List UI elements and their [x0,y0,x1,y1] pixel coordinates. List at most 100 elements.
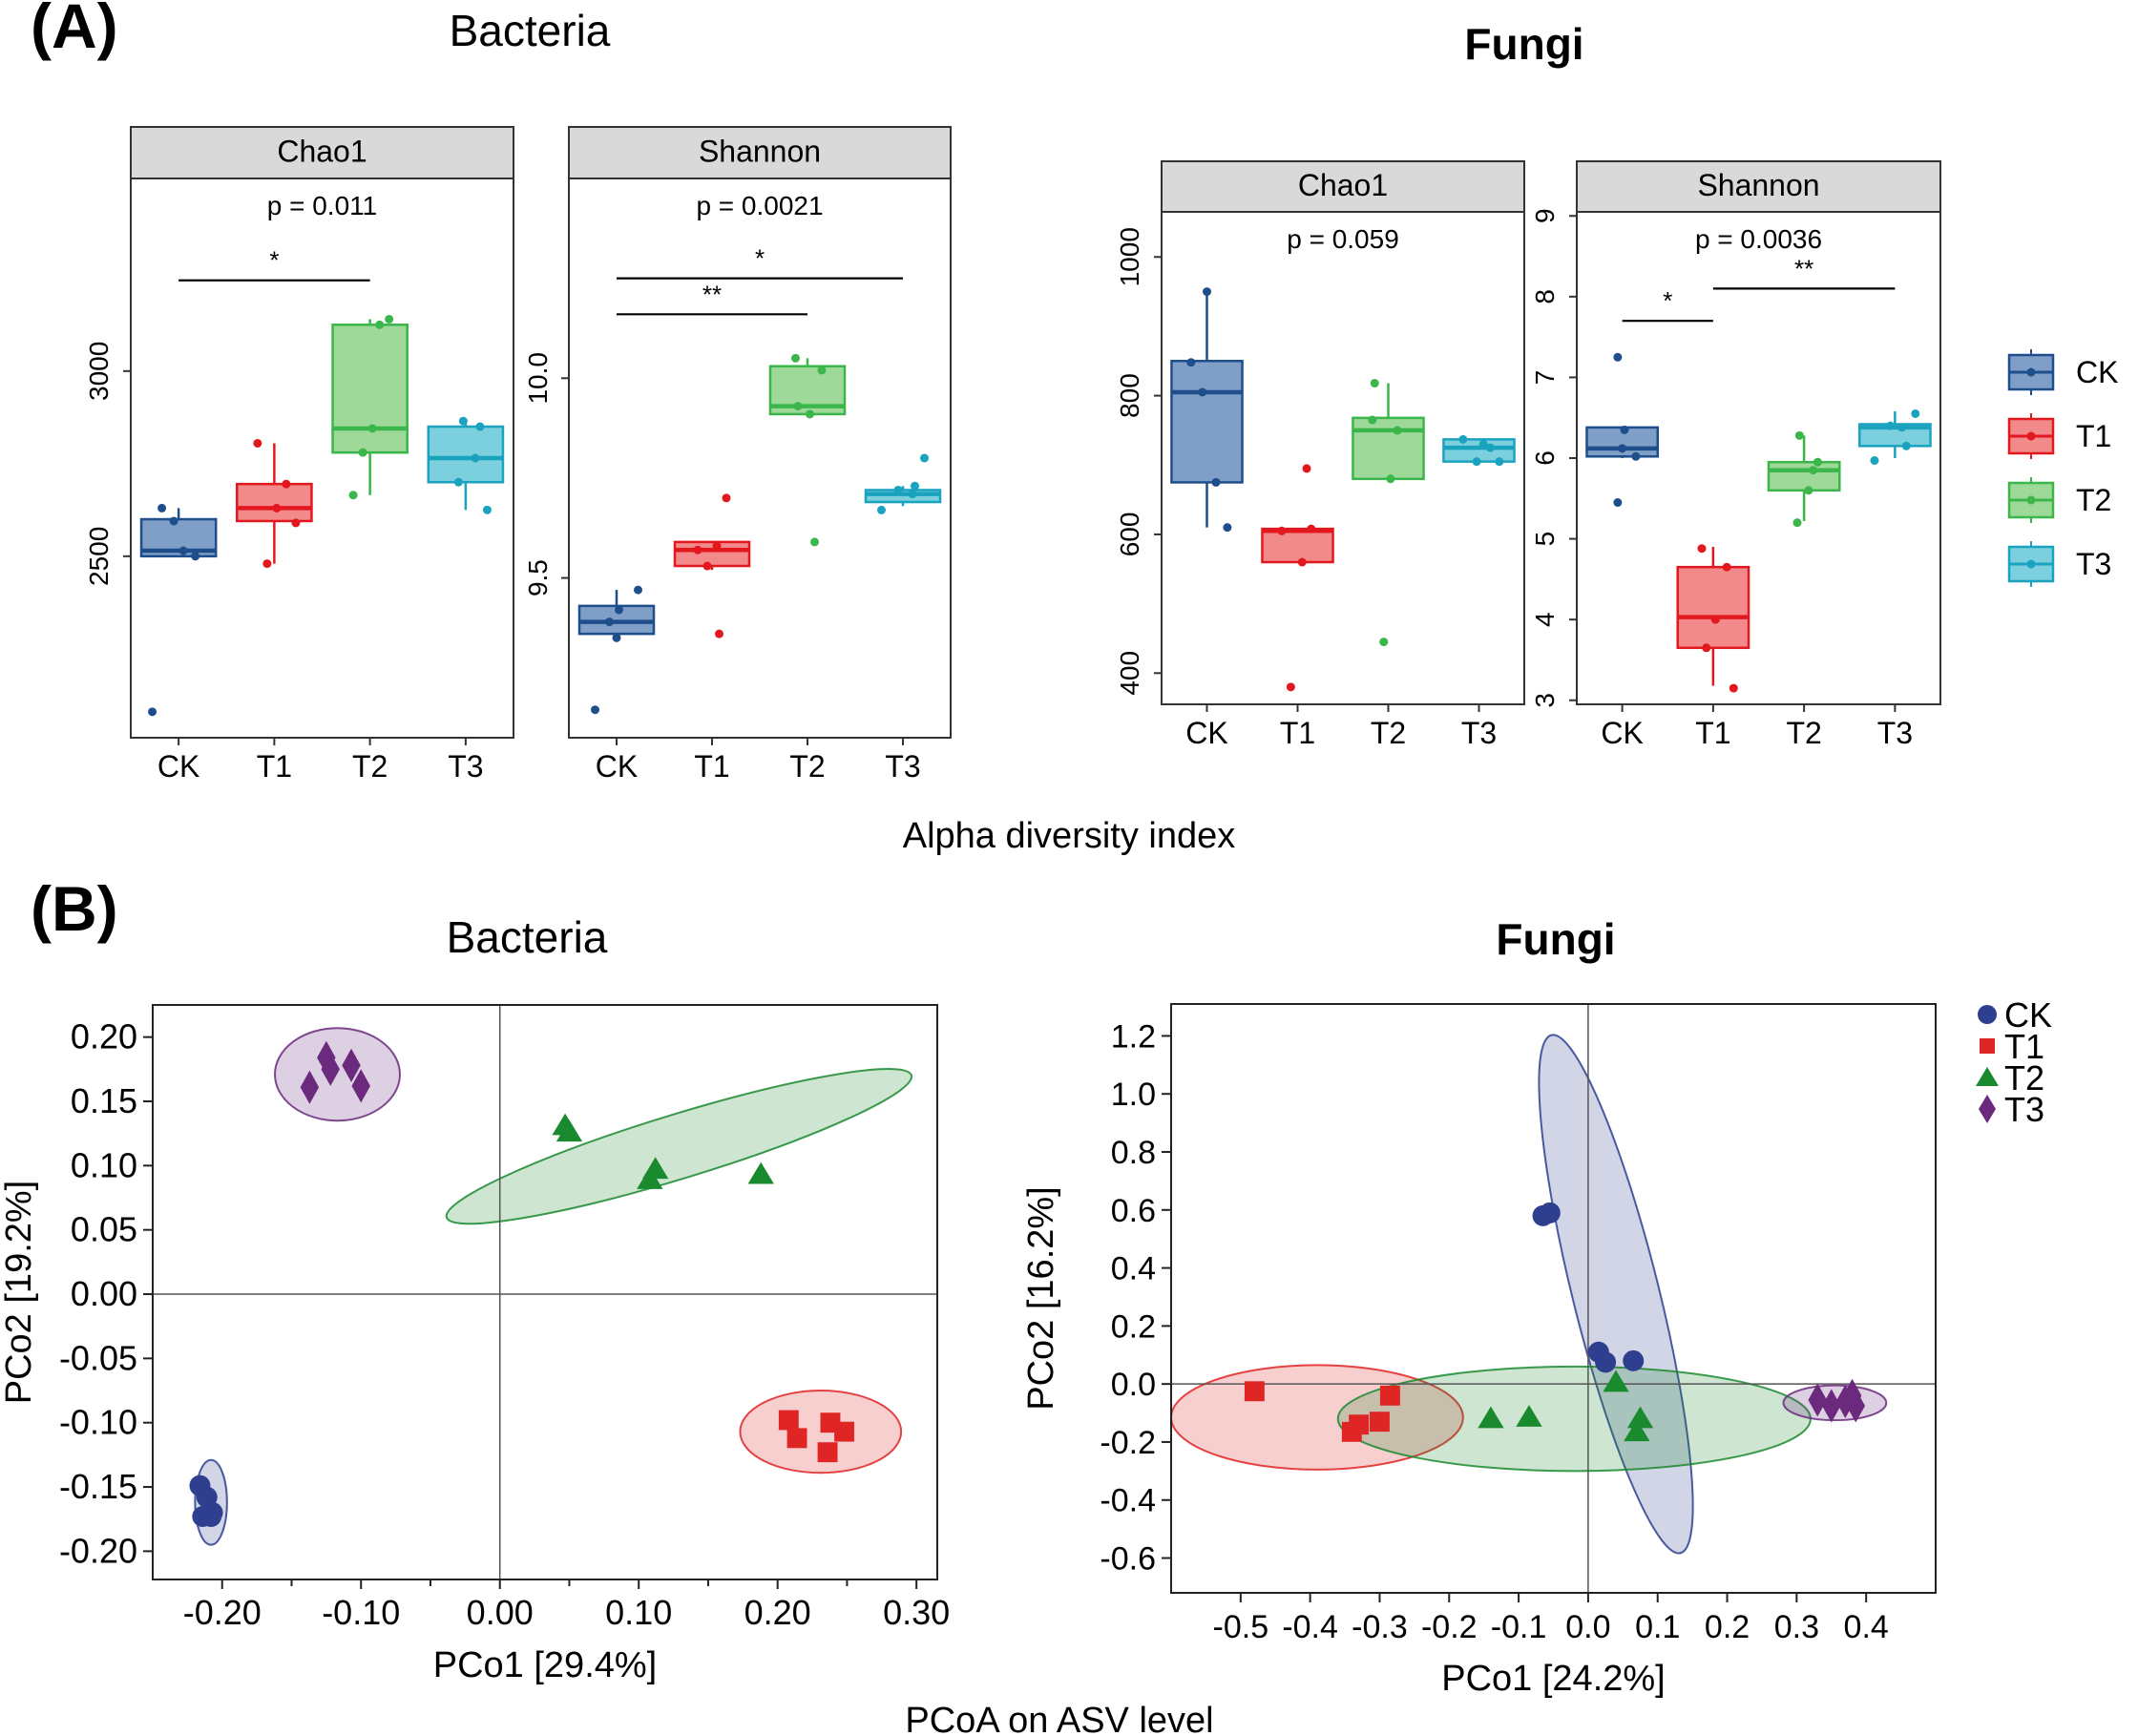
pcoa-fungi-title: Fungi [1496,914,1615,964]
y-tick-label: -0.2 [1100,1425,1156,1461]
x-tick-label: -0.4 [1282,1609,1338,1645]
pcoa-pcoa_bac: -0.20 -0.10 0.00 0.10 0.20 0.30 0.20 0.15 0.10 0.… [0,1004,950,1685]
point-T3 [911,481,919,491]
point-T1 [1349,1414,1370,1435]
legend-label-T2: T2 [2004,1058,2044,1098]
point-T1 [715,629,723,638]
y-tick-label: -0.4 [1100,1483,1156,1519]
y-tick-label: 0.2 [1111,1308,1156,1345]
point-CK [1618,444,1627,453]
point-T2 [358,448,367,457]
point-T2 [385,314,394,324]
point-T3 [475,422,485,431]
point-T3 [893,485,903,494]
ellipse-T2 [1336,1365,1812,1473]
box-T2 [1767,460,1841,492]
x-tick-label: CK [596,749,638,784]
x-tick-label: T2 [1786,716,1821,750]
x-tick-label: -0.1 [1491,1609,1547,1645]
pcoa-axis-label: PCoA on ASV level [905,1701,1213,1736]
legend-marker-T3 [1979,1095,1996,1123]
y-tick-label: 4 [1530,612,1560,627]
point-T2 [1386,474,1395,484]
point-T2 [817,366,827,375]
facet-label: Shannon [1697,168,1819,202]
legend-marker-T1 [1980,1038,1995,1054]
point-CK [148,707,157,717]
point-CK [201,1501,223,1523]
panel-frame [130,178,514,739]
point-T3 [351,1069,370,1103]
point-T3 [877,505,886,514]
y-tick-label: 400 [1115,651,1144,696]
y-tick-label: 0.00 [71,1274,137,1313]
point-T1 [253,438,262,448]
p-value: p = 0.0021 [696,191,823,220]
y-tick-label: 7 [1530,370,1560,386]
point-T1 [1302,464,1311,473]
y-tick-label: 3 [1530,693,1560,708]
point-T1 [693,545,702,554]
point-T3 [1846,1389,1866,1423]
point-T1 [1370,1412,1390,1433]
x-tick-label: -0.2 [1421,1609,1478,1645]
x-tick-label: 0.00 [467,1593,534,1632]
point-CK [1623,1349,1645,1371]
y-tick-label: 0.10 [71,1145,137,1184]
y-tick-label: -0.05 [59,1338,137,1377]
alpha-legend: CK T1 T2 T3 [2007,349,2118,587]
x-tick-label: T1 [1280,716,1315,750]
point-T2 [642,1157,669,1180]
significance-label: ** [1794,254,1813,282]
point-CK [1223,523,1232,533]
point-T3 [1870,456,1879,466]
x-tick-label: -0.20 [183,1593,262,1632]
legend-label-T3: T3 [2076,547,2111,581]
point-T2 [1370,379,1379,388]
plot-area [1171,1004,1936,1593]
significance-label: * [269,246,279,275]
point-T3 [482,505,492,514]
x-tick-label: T3 [1461,716,1497,750]
plot-frame [152,1004,938,1580]
x-tick-label: -0.5 [1213,1609,1269,1645]
significance-label: * [1663,286,1672,315]
point-T3 [453,477,463,487]
point-T1 [1286,682,1295,692]
y-tick-label: 0.20 [71,1017,137,1056]
point-T2 [1478,1406,1504,1429]
legend-key-point [2026,559,2036,569]
y-tick-label: 9.5 [523,559,553,596]
x-tick-label: T1 [1695,716,1730,750]
point-T1 [1277,526,1287,535]
panel-frame [568,178,952,739]
x-tick-label: 0.4 [1844,1609,1889,1645]
x-tick-label: -0.10 [322,1593,400,1632]
alpha-axis-label: Alpha diversity index [903,816,1236,856]
y-tick-label: 9 [1530,208,1560,223]
point-T1 [702,561,712,571]
point-T3 [1901,441,1911,450]
point-T1 [834,1421,854,1442]
y-tick-label: 10.0 [523,352,553,405]
y-tick-label: 1.2 [1111,1018,1156,1055]
point-T3 [342,1048,361,1082]
point-T2 [1393,426,1402,435]
point-T2 [1368,415,1377,425]
point-T2 [806,409,814,419]
point-T3 [321,1052,340,1086]
point-CK [1595,1351,1617,1373]
point-T2 [348,491,358,500]
point-T1 [1702,643,1711,653]
x-tick-label: T2 [352,749,388,784]
panel-frame [1576,211,1941,705]
y-tick-label: 2500 [84,527,114,586]
p-value: p = 0.059 [1287,224,1399,254]
y-tick-label: 8 [1530,289,1560,304]
point-T1 [1710,615,1720,624]
legend-key-point [2026,495,2036,505]
p-value: p = 0.011 [267,191,377,220]
box-CK [1170,360,1244,484]
box-T1 [1261,527,1334,564]
